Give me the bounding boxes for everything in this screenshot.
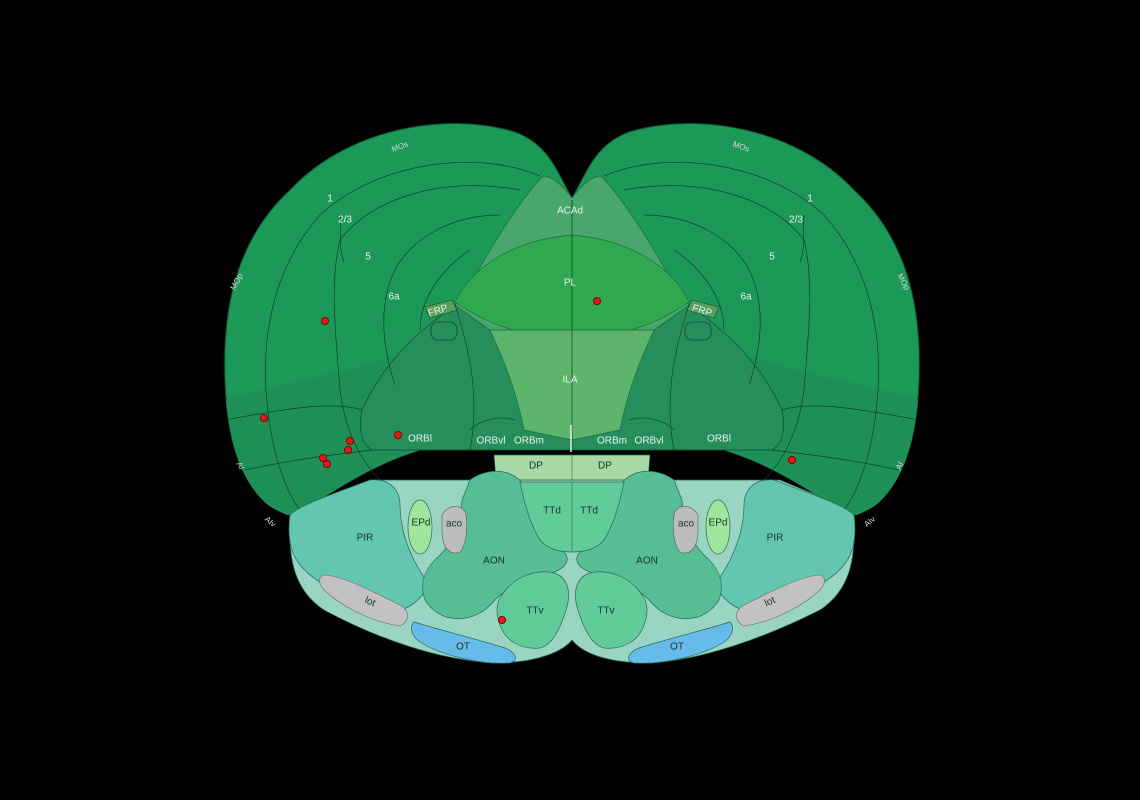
label-aco-right: aco [678, 519, 695, 530]
label-orbm-right: ORBm [597, 436, 627, 447]
label-dp-left: DP [529, 461, 543, 472]
layer-boundaries-left [224, 162, 541, 511]
label-dp-right: DP [598, 461, 612, 472]
label-ttv-left: TTv [526, 606, 543, 617]
frp-inset-left [430, 321, 458, 341]
label-ttd-right: TTd [580, 506, 598, 517]
edge-label-ai-left: AI [235, 460, 246, 471]
marker-points [259, 296, 797, 625]
label-lot-left: lot [363, 595, 377, 609]
label-layer6a-right: 6a [740, 292, 752, 303]
marker-point [593, 296, 602, 305]
label-epd-right: EPd [709, 518, 728, 529]
label-pir-right: PIR [767, 533, 784, 544]
marker-point [318, 453, 327, 462]
label-orbvl-left: ORBvl [477, 436, 506, 447]
label-layer23-right: 2/3 [789, 215, 803, 226]
label-layer5-right: 5 [769, 252, 775, 263]
label-ttv-right: TTv [597, 606, 614, 617]
label-ot-right: OT [670, 642, 684, 653]
epd-region-left [407, 499, 433, 555]
label-layer1-right: 1 [807, 194, 813, 205]
epd-region-right [705, 499, 731, 555]
aco-region-left [441, 506, 468, 554]
edge-label-ai-right: AI [894, 460, 905, 471]
label-layer23-left: 2/3 [338, 215, 352, 226]
lot-region-right [736, 574, 825, 627]
label-orbvl-right: ORBvl [635, 436, 664, 447]
marker-point [788, 455, 797, 464]
marker-point [320, 316, 329, 325]
lot-region-left [319, 574, 408, 627]
label-lot-right: lot [763, 595, 777, 609]
marker-point [393, 430, 402, 439]
aco-region-right [672, 506, 699, 554]
label-aon-right: AON [636, 556, 658, 567]
orb-divisions [454, 304, 690, 451]
label-ot-left: OT [456, 642, 470, 653]
marker-point [345, 436, 354, 445]
layer-boundaries-right [603, 162, 920, 511]
marker-point [259, 413, 268, 422]
marker-point [343, 445, 352, 454]
label-epd-left: EPd [412, 518, 431, 529]
label-orbl-left: ORBl [408, 434, 432, 445]
ttv-region-right [575, 571, 648, 649]
label-pir-left: PIR [357, 533, 374, 544]
label-orbm-left: ORBm [514, 436, 544, 447]
marker-point [497, 616, 506, 625]
label-layer1-left: 1 [327, 194, 333, 205]
region-labels: ACAd PL ILA FRP FRP 1 2/3 5 6a 1 2/3 5 6… [327, 194, 813, 653]
ot-region-left [411, 621, 516, 664]
label-layer5-left: 5 [365, 252, 371, 263]
label-aon-left: AON [483, 556, 505, 567]
label-pl: PL [564, 278, 577, 289]
ot-region-right [628, 621, 733, 664]
label-ttd-left: TTd [543, 506, 561, 517]
label-layer6a-left: 6a [388, 292, 400, 303]
label-orbl-right: ORBl [707, 434, 731, 445]
label-acad: ACAd [557, 206, 583, 217]
frp-inset-right [684, 321, 712, 341]
label-aco-left: aco [446, 519, 463, 530]
label-ila: ILA [562, 375, 577, 386]
marker-point [322, 459, 331, 468]
